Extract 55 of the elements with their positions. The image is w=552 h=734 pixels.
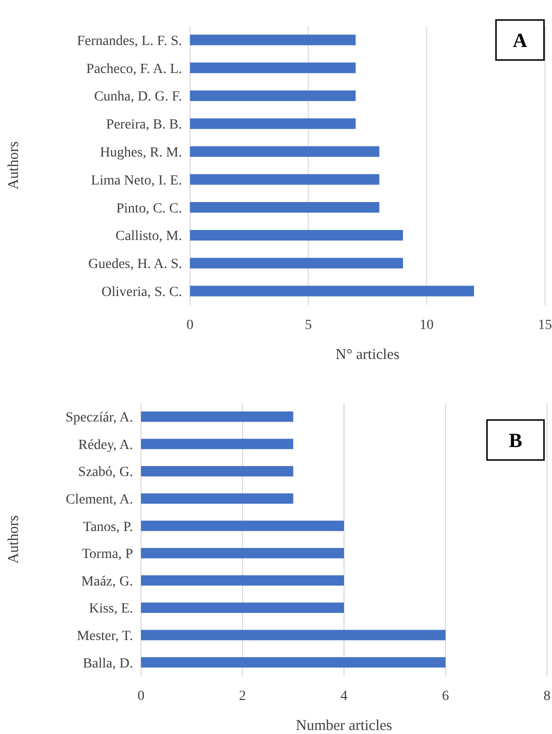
y-tick-label: Pinto, C. C. — [116, 201, 182, 216]
bar — [190, 146, 380, 157]
bar — [141, 520, 344, 532]
bar — [141, 630, 446, 640]
y-axis-title: Authors — [6, 141, 22, 190]
bar — [190, 174, 380, 185]
y-tick-label: Pereira, B. B. — [106, 118, 182, 133]
y-tick-label: Maáz, G. — [81, 574, 133, 590]
annotation: A — [512, 30, 528, 52]
y-tick-label: Mester, T. — [76, 628, 133, 644]
y-tick-label: Clement, A. — [66, 492, 133, 508]
y-tick-label: Balla, D. — [82, 656, 133, 672]
bar — [190, 62, 356, 74]
x-tick-label: 6 — [442, 689, 449, 704]
bar — [141, 466, 294, 476]
x-tick-label: 0 — [186, 318, 194, 333]
y-tick-label: Cunha, D. G. F. — [94, 90, 182, 105]
y-tick-label: Hughes, R. M. — [100, 145, 182, 160]
bar — [141, 548, 344, 558]
y-tick-label: Kiss, E. — [89, 602, 133, 617]
annotation: B — [508, 430, 522, 452]
bar — [190, 118, 356, 129]
x-axis-title: Number articles — [296, 718, 392, 734]
x-tick-label: 10 — [420, 318, 434, 333]
y-tick-label: Speczíár, A. — [66, 410, 133, 426]
x-tick-label: 8 — [544, 689, 550, 704]
bar — [141, 438, 294, 450]
bar — [141, 602, 344, 613]
bar — [190, 258, 403, 268]
y-tick-label: Lima Neto, I. E. — [91, 173, 182, 188]
y-axis-title: Authors — [6, 515, 22, 564]
x-tick-label: 5 — [304, 318, 312, 333]
bar — [190, 286, 474, 296]
x-axis-title: N° articles — [336, 347, 400, 363]
y-tick-label: Rédey, A. — [78, 438, 133, 453]
bar — [141, 657, 446, 668]
y-tick-label: Callisto, M. — [115, 229, 182, 244]
bar — [141, 411, 294, 422]
y-tick-label: Tanos, P. — [83, 520, 133, 535]
bar — [141, 575, 344, 586]
bar — [190, 90, 356, 102]
y-tick-label: Oliveria, S. C. — [102, 284, 182, 300]
x-tick-label: 15 — [538, 318, 552, 333]
bar — [190, 34, 356, 46]
y-tick-label: Pacheco, F. A. L. — [86, 62, 182, 77]
y-tick-label: Guedes, H. A. S. — [88, 257, 182, 272]
y-tick-label: Torma, P — [82, 547, 134, 562]
bar — [190, 202, 380, 213]
x-tick-label: 2 — [239, 689, 246, 704]
y-tick-label: Fernandes, L. F. S. — [76, 34, 182, 49]
bar — [190, 230, 403, 241]
y-tick-label: Szabó, G. — [78, 465, 133, 480]
x-tick-label: 4 — [340, 689, 348, 704]
x-tick-label: 0 — [138, 689, 144, 704]
bar — [141, 493, 294, 504]
